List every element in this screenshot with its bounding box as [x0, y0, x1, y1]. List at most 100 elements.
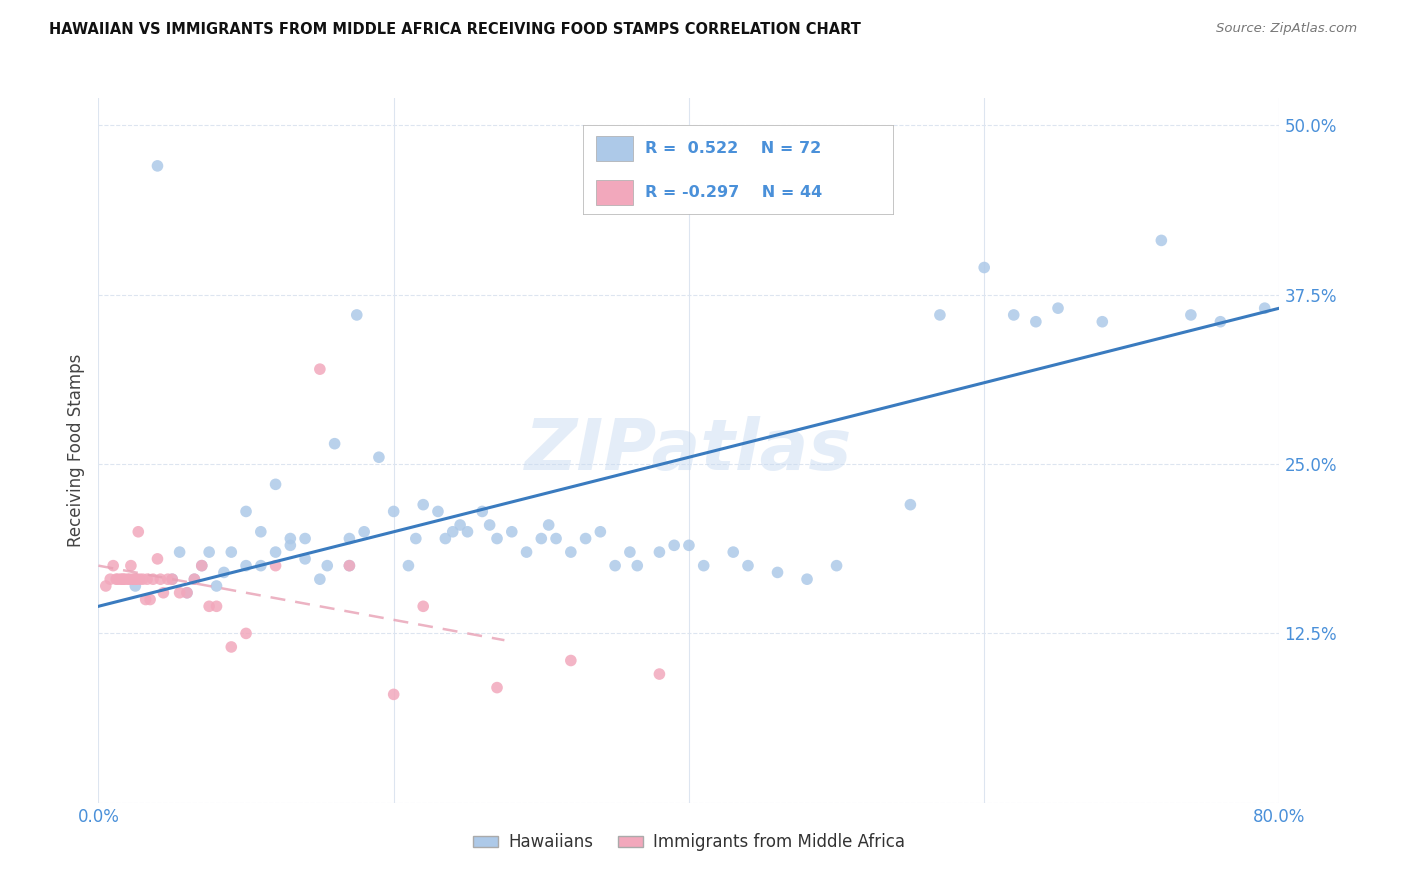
Point	[235, 504, 257, 518]
Point	[1150, 234, 1173, 248]
Point	[110, 572, 132, 586]
Point	[678, 538, 700, 552]
Point	[117, 572, 139, 586]
Point	[205, 579, 228, 593]
Point	[1254, 301, 1277, 315]
Point	[221, 640, 243, 654]
Point	[605, 558, 627, 573]
Point	[648, 545, 671, 559]
Point	[339, 532, 361, 546]
Point	[412, 599, 434, 614]
Point	[205, 599, 228, 614]
Legend: Hawaiians, Immigrants from Middle Africa: Hawaiians, Immigrants from Middle Africa	[467, 827, 911, 858]
Point	[176, 586, 198, 600]
Point	[280, 532, 302, 546]
Point	[128, 572, 150, 586]
Point	[120, 558, 142, 573]
Point	[250, 558, 273, 573]
Point	[162, 572, 183, 586]
Point	[1025, 315, 1047, 329]
Point	[368, 450, 391, 465]
Point	[1091, 315, 1114, 329]
Point	[405, 532, 427, 546]
Point	[235, 558, 257, 573]
Point	[183, 572, 205, 586]
Point	[103, 558, 125, 573]
Point	[900, 498, 922, 512]
FancyBboxPatch shape	[596, 180, 633, 205]
Point	[346, 308, 368, 322]
Point	[1209, 315, 1232, 329]
Point	[94, 579, 117, 593]
Point	[1180, 308, 1202, 322]
Point	[127, 524, 149, 539]
Point	[626, 558, 648, 573]
Point	[309, 362, 332, 376]
Point	[125, 572, 148, 586]
Point	[198, 545, 221, 559]
Point	[146, 159, 169, 173]
Point	[427, 504, 450, 518]
Point	[486, 532, 509, 546]
Point	[648, 667, 671, 681]
Point	[546, 532, 568, 546]
Point	[98, 572, 121, 586]
Point	[457, 524, 479, 539]
Point	[191, 558, 214, 573]
Point	[766, 566, 789, 580]
Point	[114, 572, 136, 586]
Point	[112, 572, 135, 586]
Point	[537, 518, 560, 533]
Point	[294, 532, 316, 546]
Point	[162, 572, 183, 586]
Point	[398, 558, 420, 573]
Point	[723, 545, 745, 559]
Text: ZIPatlas: ZIPatlas	[526, 416, 852, 485]
Point	[382, 687, 405, 701]
Point	[221, 545, 243, 559]
Point	[135, 592, 157, 607]
Point	[149, 572, 172, 586]
Point	[176, 586, 198, 600]
Point	[169, 545, 191, 559]
Point	[169, 586, 191, 600]
Point	[152, 586, 174, 600]
Point	[449, 518, 471, 533]
Point	[619, 545, 641, 559]
Point	[124, 572, 146, 586]
Text: HAWAIIAN VS IMMIGRANTS FROM MIDDLE AFRICA RECEIVING FOOD STAMPS CORRELATION CHAR: HAWAIIAN VS IMMIGRANTS FROM MIDDLE AFRIC…	[49, 22, 860, 37]
FancyBboxPatch shape	[596, 136, 633, 161]
Point	[478, 518, 501, 533]
Point	[264, 477, 287, 491]
Point	[264, 558, 287, 573]
Point	[339, 558, 361, 573]
Point	[316, 558, 339, 573]
Point	[501, 524, 523, 539]
Point	[264, 545, 287, 559]
Point	[118, 572, 141, 586]
Point	[353, 524, 375, 539]
Point	[105, 572, 128, 586]
Point	[107, 572, 129, 586]
Point	[589, 524, 612, 539]
Point	[122, 572, 145, 586]
Point	[664, 538, 686, 552]
Point	[121, 572, 143, 586]
Point	[235, 626, 257, 640]
Y-axis label: Receiving Food Stamps: Receiving Food Stamps	[66, 354, 84, 547]
Point	[132, 572, 155, 586]
Point	[183, 572, 205, 586]
Point	[693, 558, 716, 573]
Point	[191, 558, 214, 573]
Point	[339, 558, 361, 573]
Point	[212, 566, 235, 580]
Point	[323, 436, 346, 450]
Point	[146, 552, 169, 566]
Point	[142, 572, 165, 586]
Point	[530, 532, 553, 546]
Point	[1002, 308, 1025, 322]
Point	[156, 572, 179, 586]
Point	[737, 558, 759, 573]
Point	[929, 308, 952, 322]
Point	[796, 572, 818, 586]
